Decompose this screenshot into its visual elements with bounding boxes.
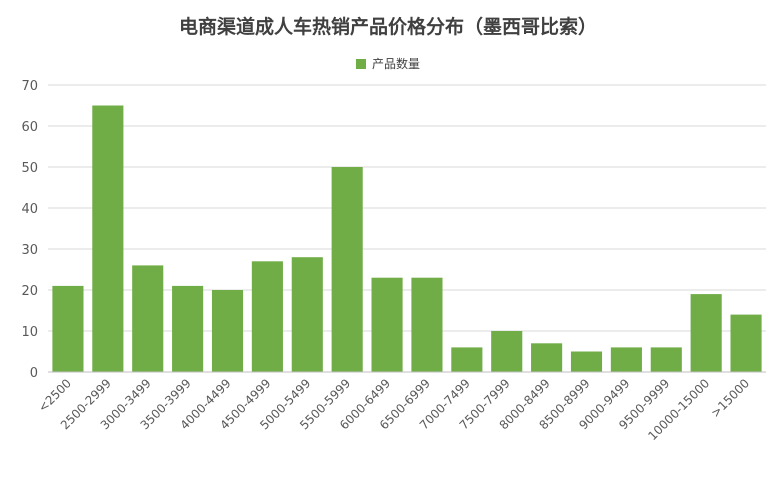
bar — [52, 285, 84, 372]
bar — [251, 261, 283, 372]
bar — [132, 265, 164, 372]
bar — [531, 343, 563, 372]
bar — [291, 257, 323, 372]
legend: 产品数量 — [0, 55, 776, 72]
y-tick-label: 10 — [21, 325, 38, 340]
x-tick-label: <2500 — [35, 376, 74, 415]
y-tick-label: 70 — [21, 79, 38, 94]
legend-swatch — [355, 58, 366, 69]
x-tick-label: >15000 — [708, 376, 752, 420]
y-tick-label: 20 — [21, 284, 38, 299]
chart-title: 电商渠道成人车热销产品价格分布（墨西哥比索） — [178, 16, 597, 38]
bar — [371, 277, 403, 372]
bar — [610, 347, 642, 372]
bar — [650, 347, 682, 372]
y-tick-label: 30 — [21, 243, 38, 258]
bar — [730, 314, 762, 372]
bar — [211, 290, 244, 372]
bar — [331, 167, 363, 372]
bar — [491, 331, 523, 372]
y-tick-label: 0 — [30, 366, 38, 381]
y-tick-label: 40 — [21, 202, 38, 217]
bar — [92, 105, 124, 372]
y-tick-label: 60 — [21, 120, 38, 135]
bar — [690, 294, 722, 372]
bar — [451, 347, 483, 372]
bar — [570, 351, 603, 372]
bar — [172, 285, 204, 372]
legend-label: 产品数量 — [371, 57, 420, 71]
y-tick-label: 50 — [21, 161, 38, 176]
bar — [411, 277, 443, 372]
